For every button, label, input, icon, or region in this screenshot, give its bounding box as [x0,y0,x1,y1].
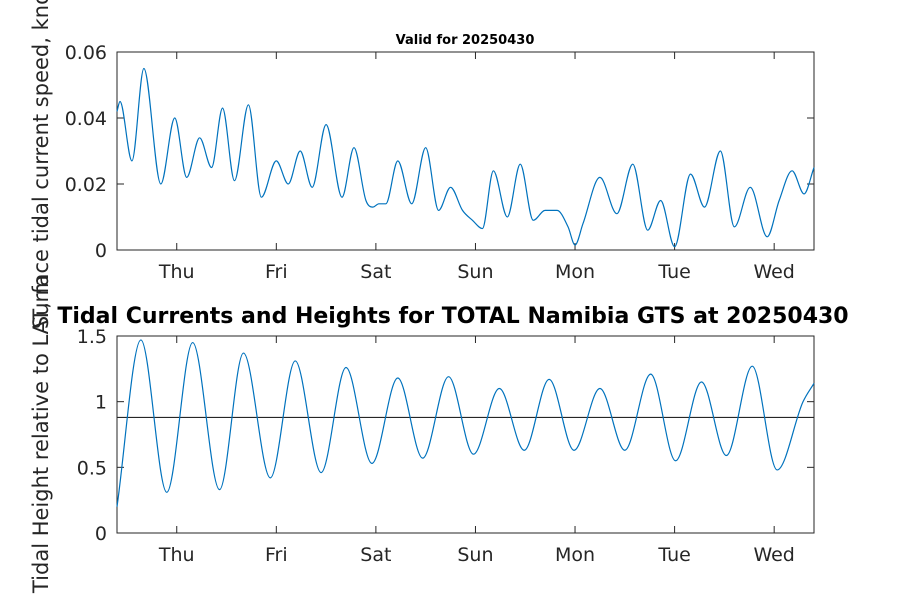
current-speed-y-tick-label: 0 [95,240,107,262]
current-speed-y-tick-label: 0.02 [65,174,107,196]
current-speed-y-tick-label: 0.06 [65,42,107,64]
current-speed-title: Valid for 20250430 [396,33,535,48]
tidal-height-y-tick-label: 0 [95,523,107,545]
current-speed-x-tick-label: Sun [457,261,493,283]
tidal-height-x-tick-label: Fri [265,544,288,566]
current-speed-y-axis-label: Surface tidal current speed, knots [29,0,53,329]
current-speed-x-tick-label: Tue [657,261,690,283]
tidal-height-y-axis-label: Tidal Height relative to LAT, m [29,275,53,594]
current-speed-y-tick-label: 0.04 [65,108,107,130]
current-speed-x-tick-label: Wed [753,261,794,283]
tidal-height-chart: Thu Fri Sat Sun Mon Tue Wed 0 0.5 1 1.5 Tidal Heig… [29,275,815,594]
tidal-height-y-tick-label: 0.5 [77,457,107,479]
tidal-height-x-tick-label: Mon [555,544,595,566]
tidal-height-x-tick-label: Sun [457,544,493,566]
tidal-height-x-tick-label: Tue [657,544,690,566]
tidal-height-y-tick-label: 1 [95,392,107,414]
figure-suptitle: Tidal Currents and Heights for TOTAL Nam… [57,304,848,329]
current-speed-chart: Thu Fri Sat Sun Mon Tue Wed 0 0.02 0.04 0.06 Valid… [29,0,815,329]
current-speed-x-tick-label: Fri [265,261,288,283]
tidal-height-x-tick-label: Sat [360,544,391,566]
current-speed-plot-area [116,51,815,251]
current-speed-x-tick-label: Thu [158,261,195,283]
current-speed-x-tick-label: Mon [555,261,595,283]
tidal-height-y-tick-label: 1.5 [77,326,107,348]
current-speed-x-tick-label: Sat [360,261,391,283]
tidal-height-line [116,339,815,507]
current-speed-ticks: Thu Fri Sat Sun Mon Tue Wed 0 0.02 0.04 0.06 [65,42,814,283]
tidal-height-x-tick-label: Wed [753,544,794,566]
tidal-height-x-tick-label: Thu [158,544,195,566]
tidal-height-ticks: Thu Fri Sat Sun Mon Tue Wed 0 0.5 1 1.5 [77,326,814,566]
current-speed-line [116,67,815,248]
